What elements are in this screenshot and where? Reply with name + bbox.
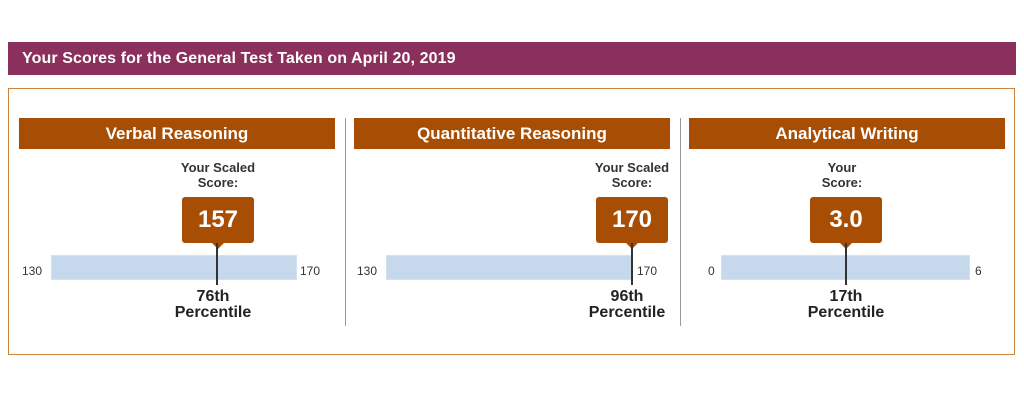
- score-marker: [844, 243, 847, 285]
- percentile-value: 17th: [829, 288, 863, 305]
- scaled-score-label: Your Scaled Score:: [163, 160, 273, 190]
- score-marker: [631, 243, 633, 285]
- score-scale-bar: [386, 255, 632, 280]
- section-divider: [680, 118, 681, 326]
- section-title: Verbal Reasoning: [19, 118, 335, 149]
- scale-min-label: 130: [357, 264, 378, 278]
- page-title: Your Scores for the General Test Taken o…: [22, 49, 456, 67]
- page-header: Your Scores for the General Test Taken o…: [8, 42, 1016, 75]
- scale-max-label: 6: [975, 264, 982, 278]
- percentile-label: Percentile: [807, 304, 885, 321]
- score-scale-bar: [51, 255, 297, 280]
- scale-max-label: 170: [637, 264, 658, 278]
- section-title: Quantitative Reasoning: [354, 118, 670, 149]
- score-label-line2: Score:: [611, 175, 653, 190]
- scaled-score-label: Your Score:: [787, 160, 897, 190]
- scaled-score-value: 170: [596, 197, 668, 249]
- scale-min-label: 130: [22, 264, 43, 278]
- verbal-reasoning-section: Verbal Reasoning: [19, 118, 335, 328]
- percentile-value: 76th: [196, 288, 230, 305]
- score-marker: [216, 243, 219, 285]
- score-label-line1: Your: [827, 160, 857, 175]
- percentile-value: 96th: [610, 288, 644, 305]
- percentile-label: Percentile: [174, 304, 252, 321]
- percentile-rank: 96th Percentile: [557, 289, 697, 321]
- scaled-score-label: Your Scaled Score:: [577, 160, 687, 190]
- section-title: Analytical Writing: [689, 118, 1005, 149]
- percentile-rank: 17th Percentile: [776, 289, 916, 321]
- analytical-writing-section: Analytical Writing: [689, 118, 1005, 328]
- scaled-score-value: 157: [182, 197, 254, 249]
- percentile-rank: 76th Percentile: [143, 289, 283, 321]
- scores-panel: [8, 88, 1015, 355]
- percentile-label: Percentile: [588, 304, 666, 321]
- scale-min-label: 0: [708, 264, 715, 278]
- scale-max-label: 170: [300, 264, 321, 278]
- score-label-line2: Score:: [821, 175, 863, 190]
- scaled-score-value: 3.0: [810, 197, 882, 249]
- score-label-line1: Your Scaled: [594, 160, 670, 175]
- quantitative-reasoning-section: Quantitative Reasoning: [354, 118, 670, 328]
- score-label-line2: Score:: [197, 175, 239, 190]
- score-label-line1: Your Scaled: [180, 160, 256, 175]
- section-divider: [345, 118, 346, 326]
